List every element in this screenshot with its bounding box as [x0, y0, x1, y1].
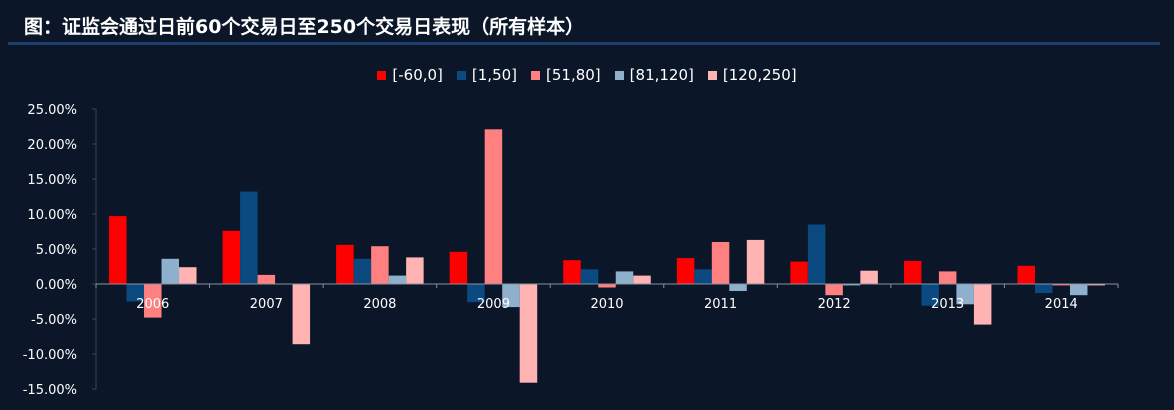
y-tick-label: 25.00% — [27, 103, 77, 118]
bar-2012-series-4 — [860, 270, 878, 284]
bar-2006-series-0 — [109, 216, 127, 284]
bar-2013-series-2 — [938, 271, 957, 284]
bar-2007-series-0 — [222, 230, 241, 284]
legend-swatch — [377, 70, 387, 80]
bar-2014-series-1 — [1034, 284, 1053, 294]
bar-2013-series-1 — [921, 284, 939, 306]
legend-item: [-60,0] — [377, 66, 443, 84]
legend-label: [1,50] — [471, 66, 518, 84]
bar-2014-series-3 — [1069, 284, 1088, 296]
legend-item: [81,120] — [614, 66, 694, 84]
y-tick-label: 0.00% — [36, 278, 77, 293]
bar-2012-series-3 — [842, 284, 861, 286]
page-title: 图：证监会通过日前60个交易日至250个交易日表现（所有样本） — [24, 16, 585, 38]
x-category-label: 2006 — [136, 297, 169, 312]
bar-2006-series-4 — [179, 267, 197, 284]
bar-2008-series-0 — [336, 244, 354, 284]
legend-swatch — [531, 70, 541, 80]
bar-2013-series-3 — [956, 284, 974, 305]
bar-2007-series-4 — [292, 284, 311, 345]
legend-swatch — [707, 70, 717, 80]
x-category-label: 2010 — [590, 297, 623, 312]
bar-2006-series-2 — [144, 284, 162, 318]
bar-2010-series-0 — [563, 260, 581, 284]
y-tick-label: 15.00% — [27, 173, 77, 188]
bar-2011-series-4 — [746, 239, 765, 284]
bar-2010-series-2 — [598, 284, 616, 288]
x-category-label: 2013 — [931, 297, 964, 312]
y-tick-label: 20.00% — [27, 138, 77, 153]
legend-label: [51,80] — [546, 66, 601, 84]
y-tick-label: -5.00% — [31, 313, 77, 328]
bar-2011-series-3 — [729, 284, 747, 291]
bar-2012-series-1 — [807, 224, 826, 284]
bar-2009-series-3 — [502, 284, 520, 308]
bar-2010-series-4 — [633, 275, 651, 284]
legend-label: [81,120] — [629, 66, 694, 84]
bar-2007-series-1 — [240, 191, 258, 284]
legend-item: [120,250] — [707, 66, 797, 84]
legend-swatch — [456, 70, 466, 80]
legend-item: [1,50] — [456, 66, 518, 84]
y-tick-label: -10.00% — [23, 348, 77, 363]
chart-legend: [-60,0] [1,50] [51,80] [81,120] [120,250] — [0, 66, 1174, 84]
bar-2011-series-1 — [694, 269, 712, 284]
bar-2010-series-1 — [580, 269, 599, 284]
bar-2012-series-2 — [825, 284, 843, 296]
bar-2006-series-1 — [126, 284, 145, 302]
bar-2011-series-0 — [676, 258, 695, 284]
legend-label: [120,250] — [722, 66, 797, 84]
x-category-label: 2014 — [1045, 297, 1078, 312]
bar-2009-series-1 — [467, 284, 485, 303]
bar-2009-series-2 — [484, 129, 503, 284]
y-tick-label: 5.00% — [36, 243, 77, 258]
x-category-label: 2011 — [704, 297, 737, 312]
legend-swatch — [614, 70, 624, 80]
bar-2013-series-0 — [903, 260, 922, 284]
bar-2007-series-2 — [257, 274, 276, 284]
x-category-label: 2008 — [363, 297, 396, 312]
bar-2014-series-4 — [1087, 284, 1105, 286]
x-category-label: 2007 — [250, 297, 283, 312]
legend-item: [51,80] — [531, 66, 601, 84]
bar-2008-series-1 — [353, 258, 372, 284]
bar-2011-series-2 — [711, 242, 730, 284]
bar-2012-series-0 — [790, 261, 808, 284]
y-tick-label: -15.00% — [23, 383, 77, 398]
x-category-label: 2012 — [818, 297, 851, 312]
bar-2008-series-2 — [371, 246, 389, 284]
bar-2014-series-0 — [1017, 265, 1035, 284]
legend-label: [-60,0] — [392, 66, 443, 84]
bar-2006-series-3 — [161, 258, 180, 284]
bar-2008-series-3 — [388, 275, 407, 284]
x-category-label: 2009 — [477, 297, 510, 312]
y-tick-label: 10.00% — [27, 208, 77, 223]
bar-2008-series-4 — [406, 257, 424, 284]
bar-2013-series-4 — [973, 284, 992, 325]
bar-2010-series-3 — [615, 271, 634, 284]
title-divider — [8, 42, 1160, 45]
bar-2009-series-0 — [449, 251, 468, 284]
bar-2009-series-4 — [519, 284, 538, 383]
bar-2014-series-2 — [1052, 284, 1070, 286]
